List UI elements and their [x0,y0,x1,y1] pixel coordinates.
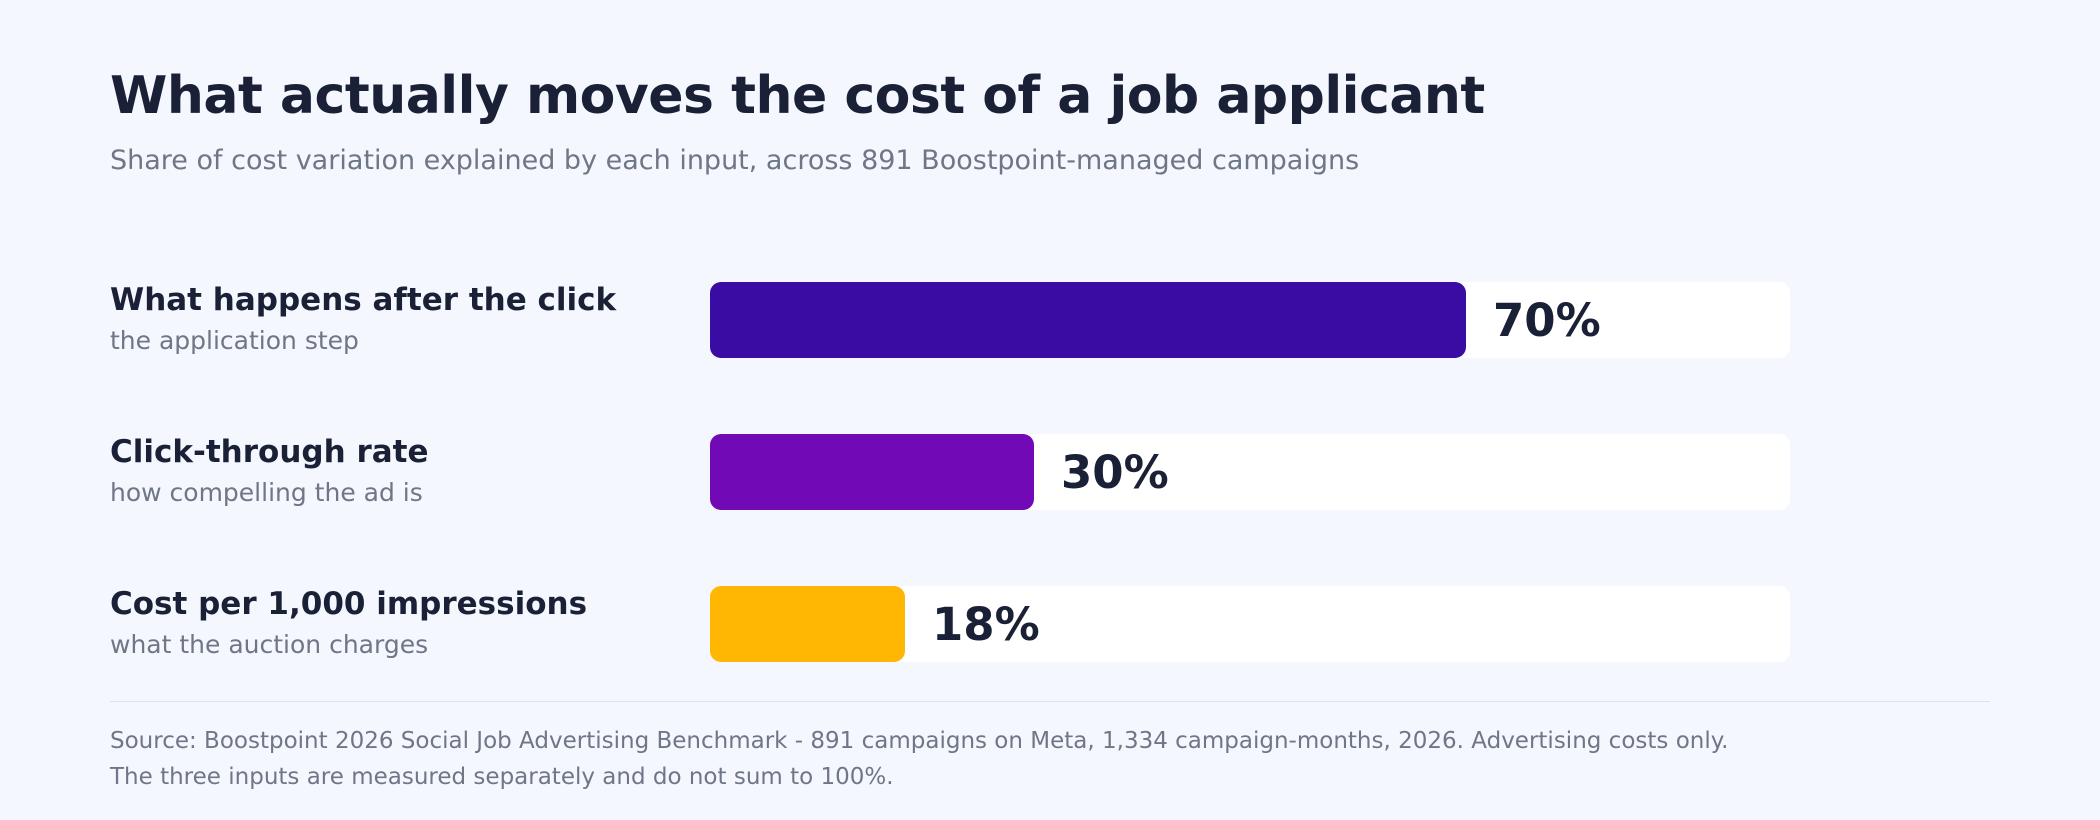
bar-sublabel: the application step [110,326,359,355]
bar-track [710,586,1790,662]
bar-row-click-through-rate: Click-through rate how compelling the ad… [0,434,2100,510]
bar-value-label: 70% [1493,294,1601,347]
bar-fill [710,586,905,662]
bar-label: What happens after the click [110,282,617,318]
bar-sublabel: how compelling the ad is [110,478,423,507]
source-note: Source: Boostpoint 2026 Social Job Adver… [110,728,1729,754]
bar-fill [710,434,1034,510]
bar-value-label: 18% [932,598,1040,651]
bar-track [710,282,1790,358]
bar-value-label: 30% [1061,446,1169,499]
bar-row-after-click: What happens after the click the applica… [0,282,2100,358]
sum-disclaimer: The three inputs are measured separately… [110,764,894,790]
bar-row-cpm: Cost per 1,000 impressions what the auct… [0,586,2100,662]
chart-subtitle: Share of cost variation explained by eac… [110,145,1360,176]
chart-title: What actually moves the cost of a job ap… [110,66,1485,126]
bar-fill [710,282,1466,358]
bar-sublabel: what the auction charges [110,630,429,659]
bar-track [710,434,1790,510]
bar-label: Click-through rate [110,434,429,470]
footer-divider [110,701,1990,702]
bar-label: Cost per 1,000 impressions [110,586,588,622]
